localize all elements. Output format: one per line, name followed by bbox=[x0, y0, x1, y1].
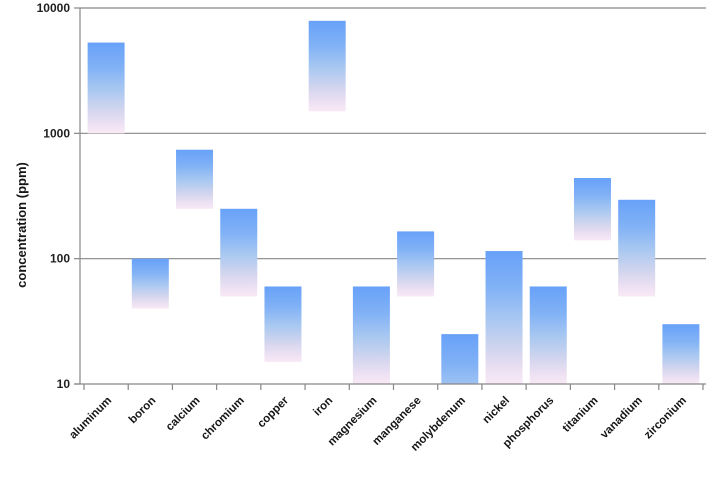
x-tick-label-chromium: chromium bbox=[199, 395, 247, 443]
bar-iron bbox=[308, 20, 346, 112]
y-tick-label-1000: 1000 bbox=[43, 126, 70, 140]
bar-phosphorus bbox=[529, 286, 567, 384]
axes bbox=[74, 7, 706, 390]
bar-magnesium bbox=[352, 286, 390, 384]
x-tick-label-aluminum: aluminum bbox=[67, 395, 114, 442]
bar-titanium bbox=[573, 178, 611, 241]
bar-zirconium bbox=[662, 324, 700, 384]
bar-nickel bbox=[485, 251, 523, 384]
y-axis-title: concentration (ppm) bbox=[14, 162, 29, 288]
bars bbox=[87, 20, 700, 384]
bar-molybdenum bbox=[441, 334, 479, 384]
bar-chromium bbox=[220, 208, 258, 297]
x-tick-label-vanadium: vanadium bbox=[598, 395, 644, 441]
gridlines bbox=[80, 7, 706, 260]
bar-copper bbox=[264, 286, 302, 362]
y-tick-label-10: 10 bbox=[57, 377, 71, 391]
bar-manganese bbox=[397, 231, 435, 297]
bar-vanadium bbox=[618, 199, 656, 297]
y-tick-label-10000: 10000 bbox=[37, 1, 71, 15]
y-tick-label-100: 100 bbox=[50, 252, 70, 266]
x-tick-label-titanium: titanium bbox=[560, 395, 600, 435]
bar-calcium bbox=[176, 149, 214, 209]
x-tick-label-nickel: nickel bbox=[481, 395, 513, 427]
x-tick-label-iron: iron bbox=[311, 395, 335, 419]
x-tick-label-calcium: calcium bbox=[164, 395, 203, 434]
bar-aluminum bbox=[87, 42, 125, 134]
x-tick-label-boron: boron bbox=[127, 395, 159, 427]
x-tick-label-zirconium: zirconium bbox=[642, 395, 689, 442]
bar-boron bbox=[131, 258, 169, 309]
x-tick-label-copper: copper bbox=[255, 394, 291, 430]
